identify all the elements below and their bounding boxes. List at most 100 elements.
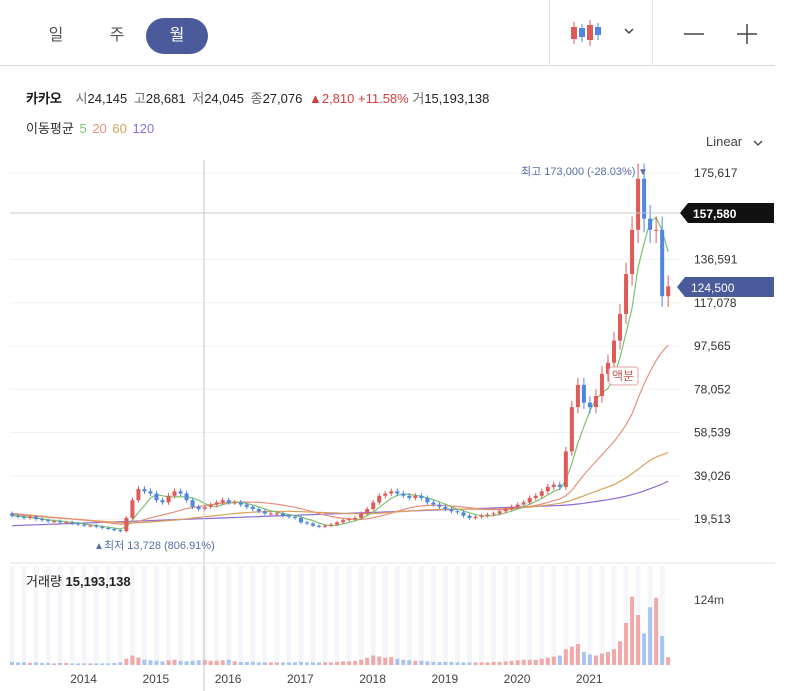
ma20-line: [11, 344, 669, 525]
volume-bar: [449, 661, 454, 665]
volume-bar: [286, 662, 291, 665]
candle-body: [461, 512, 466, 516]
volume-bar: [160, 661, 165, 665]
y-tick-label: 97,565: [694, 339, 731, 353]
volume-bar: [353, 660, 358, 665]
candle-body: [612, 340, 616, 363]
volume-bar: [70, 663, 75, 665]
candle-body: [407, 495, 412, 498]
volume-bar: [371, 655, 376, 665]
tab-weekly[interactable]: 주: [109, 27, 125, 44]
volume-bar: [16, 662, 21, 665]
candle-body: [455, 511, 460, 513]
candle-body: [575, 384, 580, 408]
candlestick-icon[interactable]: [566, 18, 606, 48]
candle-body: [323, 525, 328, 527]
volume-bar: [377, 656, 382, 665]
volume-stripe: [178, 566, 184, 664]
candle-body: [377, 495, 382, 503]
tab-monthly[interactable]: 월: [146, 18, 208, 54]
candle-body: [654, 229, 659, 231]
volume-value: 15,193,138: [424, 91, 490, 106]
ma-20: 20: [92, 121, 107, 136]
volume-bar: [280, 662, 285, 665]
moving-average-legend[interactable]: 이동평균 5 20 60 120: [26, 118, 154, 137]
crosshair-price-tag: 157,580: [680, 203, 774, 223]
volume-bar: [100, 663, 105, 665]
candle-body: [467, 515, 472, 518]
volume-bar: [666, 657, 671, 665]
candle-body: [274, 513, 279, 515]
volume-bar: [618, 641, 623, 665]
volume-bar: [636, 615, 641, 665]
candle-body: [473, 516, 478, 518]
volume-bar: [172, 659, 177, 665]
candle-body: [52, 521, 57, 523]
candle-body: [100, 526, 105, 528]
candle-body: [569, 407, 574, 452]
split-badge[interactable]: 액분: [608, 366, 639, 386]
volume-axis-label: 124m: [694, 593, 724, 607]
volume-bar: [142, 659, 147, 665]
volume-bar: [425, 661, 430, 665]
chevron-down-icon[interactable]: [620, 22, 638, 40]
candle-body: [280, 513, 285, 516]
moving-average-lines: [11, 216, 669, 530]
candle-body: [82, 524, 87, 526]
volume-stripe: [214, 566, 220, 664]
volume-bar: [443, 661, 448, 665]
tab-daily[interactable]: 일: [48, 27, 64, 44]
candle-body: [238, 502, 243, 505]
candle-body: [485, 514, 490, 516]
volume-bar: [166, 660, 171, 665]
candle-body: [292, 516, 297, 518]
volume-stripe: [9, 566, 15, 664]
volume-bar: [515, 660, 520, 665]
candle-body: [286, 515, 291, 517]
volume-stripe: [418, 566, 424, 664]
candle-body: [28, 516, 33, 518]
x-tick-label: 2018: [359, 672, 386, 686]
candle-body: [317, 525, 322, 527]
volume-bar: [557, 655, 562, 665]
candle-body: [624, 274, 629, 315]
candle-body: [371, 502, 376, 510]
volume-stripe: [166, 566, 172, 664]
volume-bar: [274, 662, 279, 665]
volume-bar: [593, 655, 598, 665]
minus-icon[interactable]: [680, 22, 708, 46]
volume-bar: [533, 659, 538, 665]
volume-stripe: [117, 566, 123, 664]
volume-stripe: [21, 566, 27, 664]
scale-selector[interactable]: Linear: [706, 134, 764, 149]
candle-body: [88, 525, 93, 527]
candle-body: [220, 500, 225, 503]
volume-bar: [563, 649, 568, 665]
volume-bar: [605, 651, 610, 665]
y-tick-label: 117,078: [694, 296, 737, 310]
change-percent: +11.58%: [358, 91, 409, 106]
volume-bar: [527, 659, 532, 665]
volume-stripe: [322, 566, 328, 664]
candle-body: [545, 486, 550, 492]
volume-bar: [431, 661, 436, 665]
volume-bar: [437, 661, 442, 665]
volume-stripe: [346, 566, 352, 664]
volume-bar: [581, 651, 586, 665]
axes: 19,513 39,026 58,539 78,052 97,565 117,078 136…: [70, 166, 737, 686]
candle-body: [648, 218, 653, 230]
volume-bar: [46, 662, 51, 665]
candle-body: [491, 513, 496, 515]
plus-icon[interactable]: [733, 20, 761, 48]
candle-body: [642, 178, 647, 219]
candle-body: [268, 513, 273, 515]
volume-bar: [359, 659, 364, 665]
candle-body: [431, 502, 436, 505]
volume-bar: [491, 661, 496, 665]
volume-bar: [154, 660, 159, 665]
volume-stripe: [274, 566, 280, 664]
volume-bar: [467, 662, 472, 665]
volume-stripe: [623, 566, 629, 664]
volume-bar: [311, 662, 315, 665]
